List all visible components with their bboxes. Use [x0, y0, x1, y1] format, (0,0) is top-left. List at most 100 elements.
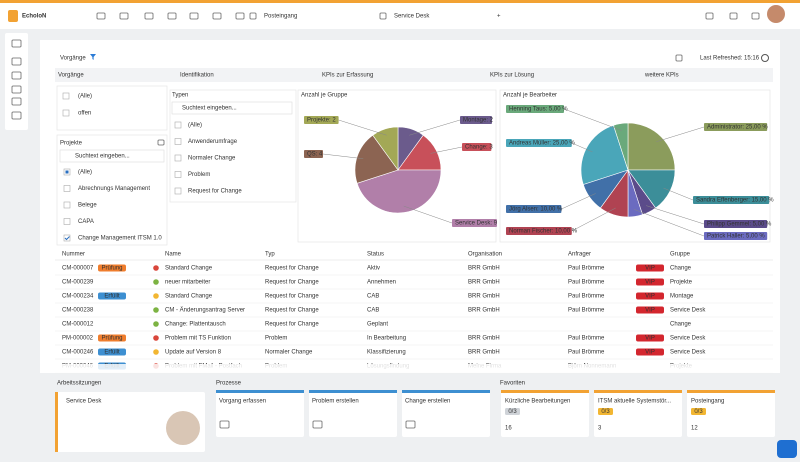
search-box [59, 149, 165, 163]
cell-anfrager: Paul Brömme [568, 336, 605, 342]
cell-name: Change: Plattentausch [165, 322, 226, 328]
process-card-title: Vorgang erfassen [219, 399, 266, 405]
icon[interactable] [11, 85, 22, 94]
section-tab[interactable]: weitere KPIs [644, 73, 679, 79]
icon[interactable] [705, 12, 714, 20]
pie-slice [613, 122, 629, 171]
refresh-icon[interactable] [761, 54, 769, 62]
cell-nummer[interactable]: CM-000012 [62, 322, 94, 328]
column-header[interactable]: Nummer [62, 252, 85, 258]
slice-label: Jörg Alsen: 10,00 % [509, 207, 563, 213]
column-header[interactable]: Name [165, 252, 182, 258]
icon[interactable] [249, 12, 257, 20]
cell-nummer[interactable]: PM-000002 [62, 336, 94, 342]
filter-icon[interactable] [90, 54, 96, 60]
icon[interactable] [675, 54, 683, 62]
cell-nummer[interactable]: CM-000239 [62, 280, 94, 286]
cell-nummer[interactable]: CM-000238 [62, 308, 94, 314]
checkbox-partial [65, 170, 69, 174]
slice-label: Administrator: 25,00 % [707, 125, 768, 131]
cell-nummer[interactable]: CM-000234 [62, 294, 94, 300]
favorite-card-title: ITSM aktuelle Systemstör... [598, 399, 671, 405]
checkbox[interactable] [174, 121, 182, 129]
icon[interactable] [212, 12, 222, 20]
process-card[interactable] [216, 390, 304, 437]
cell-nummer[interactable]: CM-000007 [62, 266, 94, 272]
slice-label-box [304, 116, 339, 124]
vip-badge-text: VIP [645, 280, 655, 286]
section-tab[interactable]: KPIs zur Erfassung [322, 73, 373, 79]
favorite-count: 12 [691, 426, 698, 432]
checkbox[interactable] [62, 109, 70, 117]
cell-organisation: BRR GmbH [468, 308, 500, 314]
favorite-card[interactable] [501, 390, 589, 437]
cell-status: In Bearbeitung [367, 336, 406, 342]
section-tab[interactable]: Identifikation [180, 73, 214, 79]
icon[interactable] [11, 71, 22, 80]
filter-item: Belege [78, 203, 97, 209]
column-header[interactable]: Status [367, 252, 384, 258]
header-tab[interactable]: Posteingang [264, 14, 297, 20]
favorite-card[interactable] [594, 390, 682, 437]
column-header[interactable]: Anfrager [568, 252, 591, 258]
column-header[interactable]: Organisation [468, 252, 502, 258]
column-header[interactable]: Gruppe [670, 252, 691, 258]
process-card[interactable] [309, 390, 397, 437]
section-tab[interactable]: Vorgänge [58, 73, 84, 79]
checkbox[interactable] [174, 187, 182, 195]
icon[interactable] [729, 12, 738, 20]
vip-badge [636, 292, 664, 300]
logo: EcholoN [22, 14, 46, 20]
checkbox[interactable] [63, 234, 71, 242]
process-accent [216, 390, 304, 393]
icon[interactable] [751, 12, 760, 20]
checkbox[interactable] [63, 201, 71, 209]
leader-line [403, 205, 453, 224]
icon[interactable] [312, 420, 323, 429]
icon[interactable] [167, 12, 177, 20]
column-header[interactable]: Typ [265, 252, 275, 258]
filter-item: offen [78, 111, 91, 117]
filter-title: Typen [172, 93, 188, 99]
avatar[interactable] [767, 5, 785, 23]
icon[interactable] [219, 420, 230, 429]
status-dot [153, 265, 159, 271]
process-card[interactable] [402, 390, 490, 437]
icon[interactable] [379, 12, 387, 20]
header-tab[interactable]: Service Desk [394, 14, 430, 20]
process-card-title: Change erstellen [405, 399, 450, 405]
cell-organisation: BRR GmbH [468, 350, 500, 356]
icon[interactable] [11, 97, 22, 106]
checkbox[interactable] [174, 154, 182, 162]
checkbox[interactable] [63, 218, 71, 225]
cell-name: Standard Change [165, 266, 213, 272]
icon[interactable] [11, 111, 22, 120]
pie-slice [580, 124, 629, 185]
checkbox[interactable] [174, 138, 182, 145]
checkbox[interactable] [62, 92, 70, 100]
slice-label: Andreas Müller: 25,00 % [509, 141, 575, 147]
favorite-accent [594, 390, 682, 393]
favorite-badge [691, 408, 706, 415]
add-tab[interactable]: + [497, 14, 501, 20]
favorite-accent [501, 390, 589, 393]
icon[interactable] [11, 39, 22, 48]
section-tab[interactable]: KPIs zur Lösung [490, 73, 534, 79]
icon[interactable] [157, 139, 165, 146]
icon[interactable] [11, 57, 22, 66]
slice-label-box [704, 232, 768, 240]
leader-line [571, 142, 593, 153]
checkbox[interactable] [174, 171, 182, 178]
chat-button[interactable] [777, 440, 797, 458]
icon[interactable] [119, 12, 129, 20]
icon[interactable] [235, 12, 245, 20]
icon[interactable] [144, 12, 154, 20]
checkbox[interactable] [63, 185, 71, 192]
icon[interactable] [189, 12, 199, 20]
icon[interactable] [96, 12, 106, 20]
icon[interactable] [405, 420, 416, 429]
chart-title: Anzahl je Bearbeiter [503, 93, 557, 99]
favorite-card[interactable] [687, 390, 775, 437]
cell-nummer[interactable]: CM-000246 [62, 350, 94, 356]
